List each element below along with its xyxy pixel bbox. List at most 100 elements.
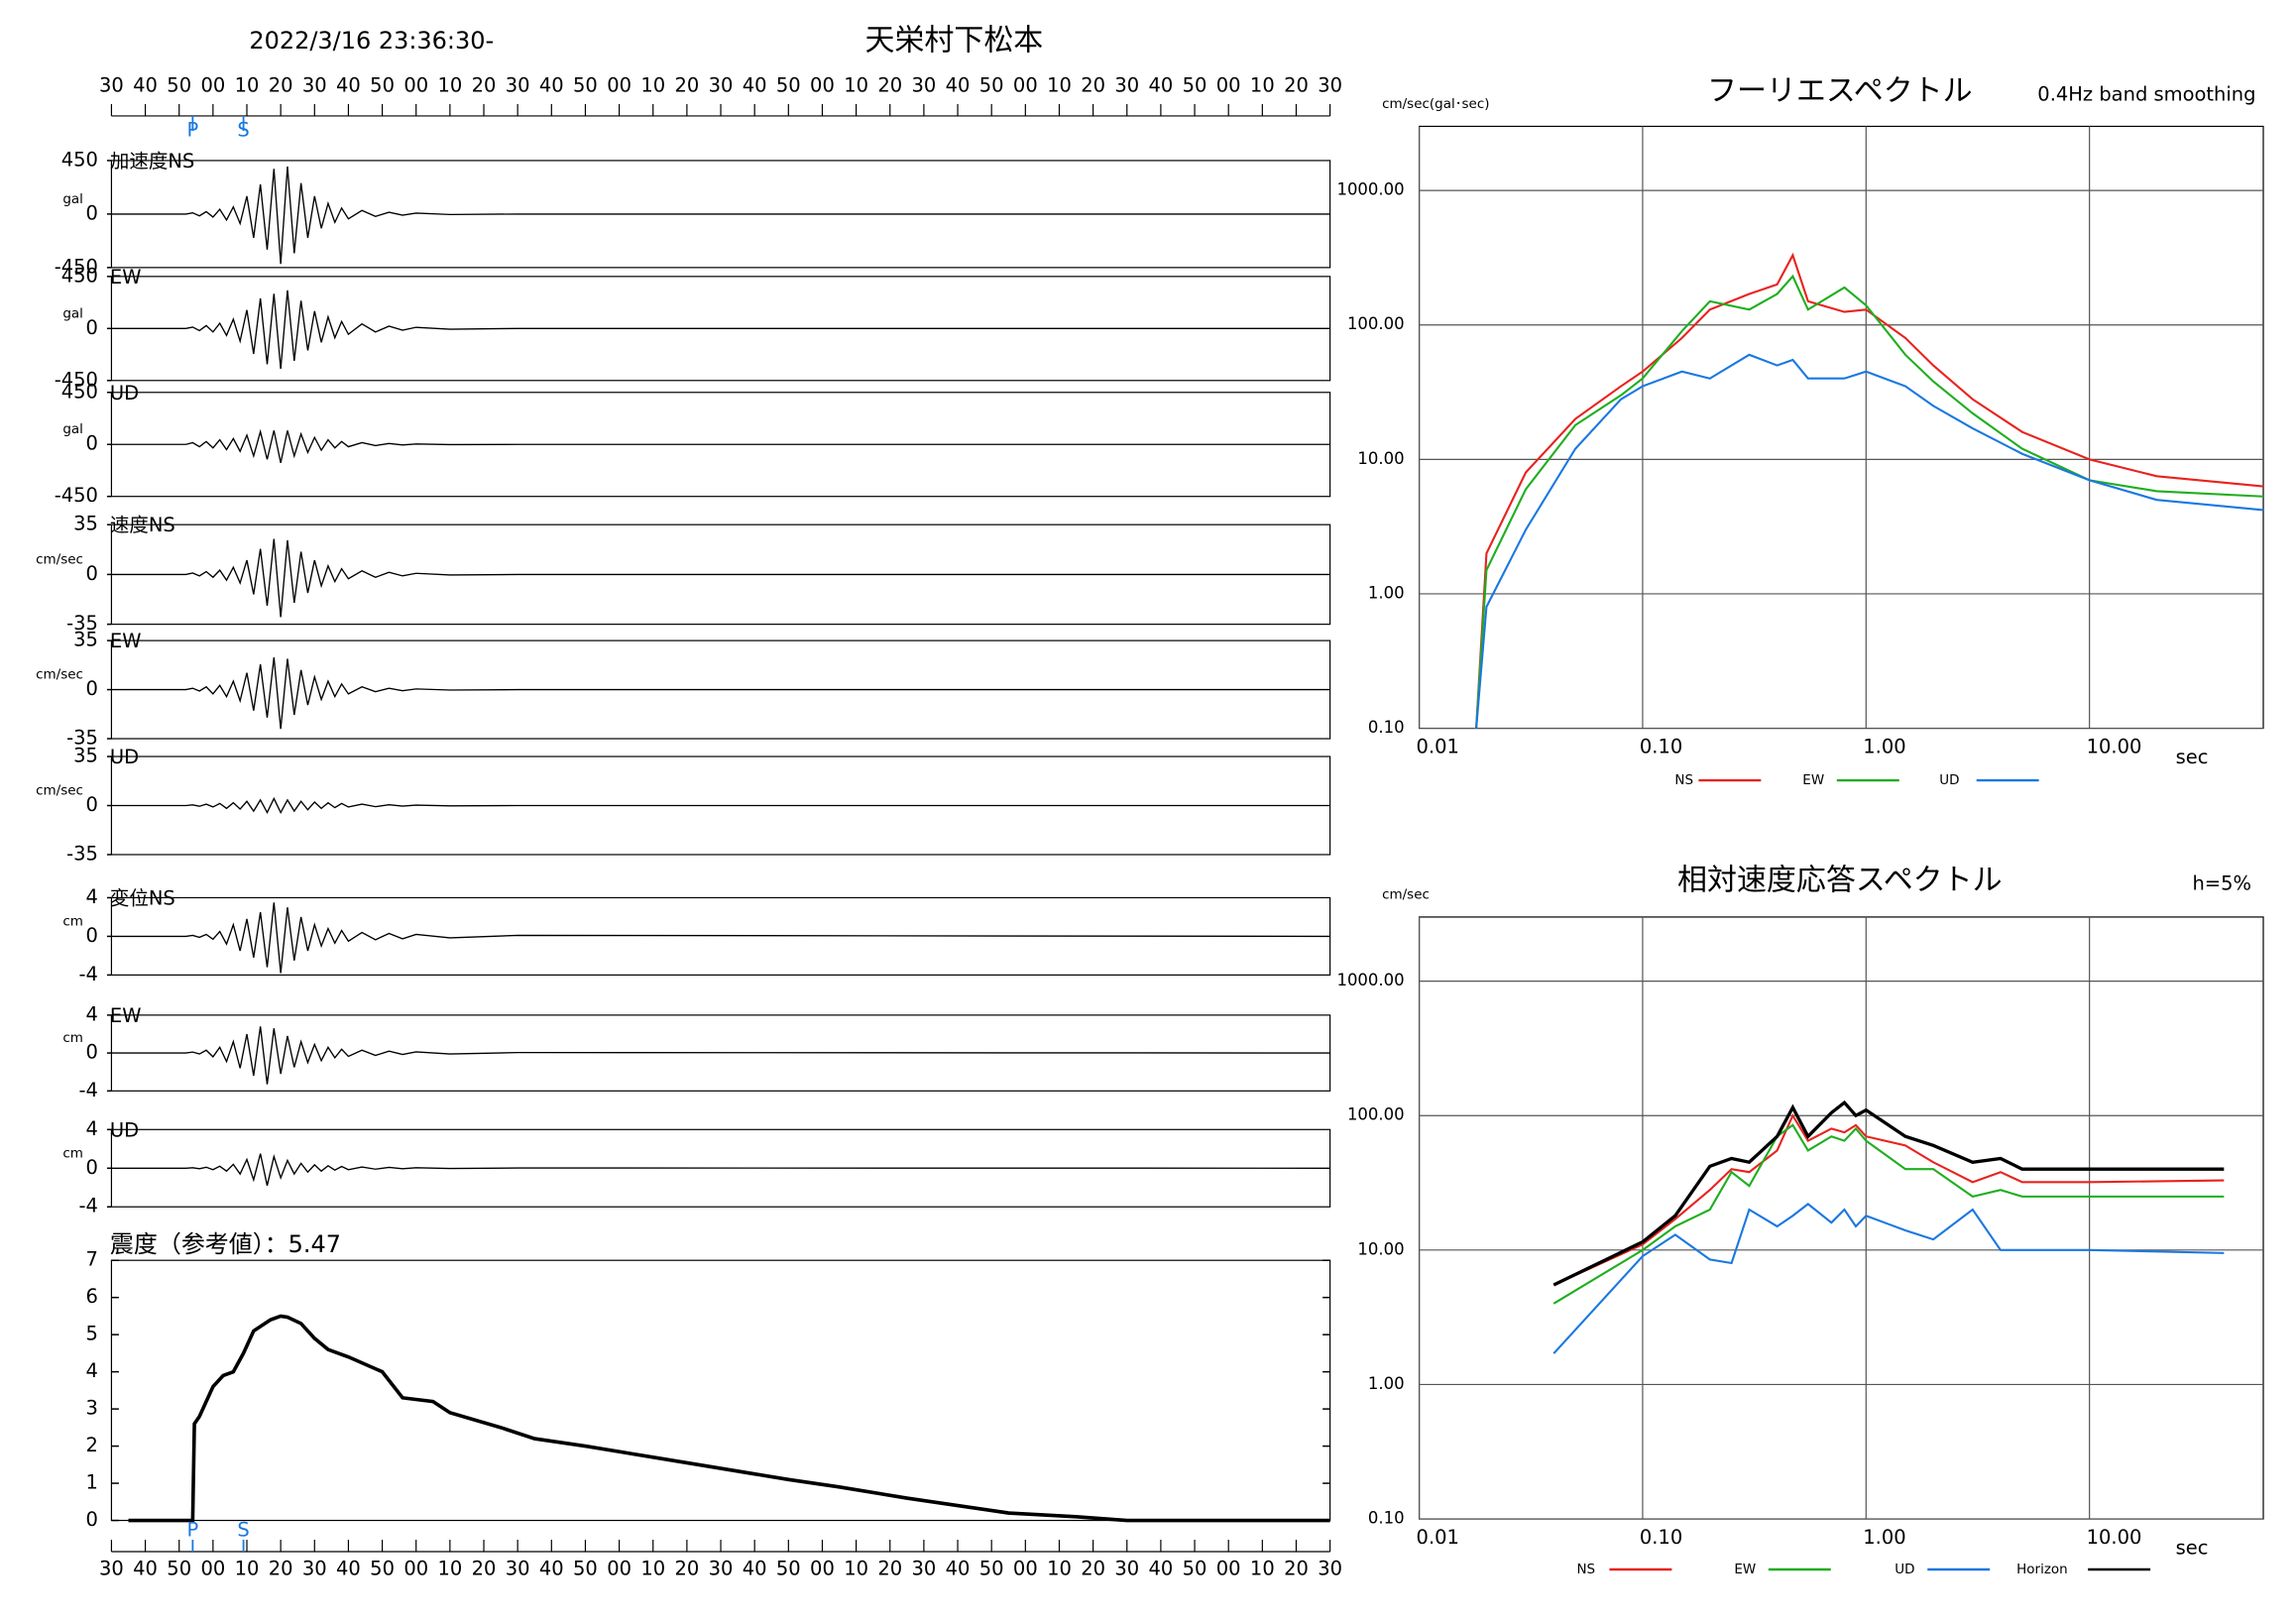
y-tick-label: 4 xyxy=(86,1359,98,1382)
x-tick-label: 20 xyxy=(1081,73,1105,96)
x-tick-label: 10 xyxy=(1047,1558,1072,1580)
x-tick-label: 20 xyxy=(674,73,699,96)
spectrum-line xyxy=(1552,1100,2225,1287)
y-tick-label: 2 xyxy=(86,1434,98,1456)
x-tick-label: 40 xyxy=(743,73,767,96)
trace-label: EW xyxy=(110,630,142,652)
trace-label: EW xyxy=(110,1004,142,1027)
x-tick-label: 40 xyxy=(1149,73,1174,96)
y-tick-label: 0 xyxy=(86,562,98,585)
x-tick-label: 50 xyxy=(370,1558,395,1580)
y-tick-label: -35 xyxy=(66,612,98,635)
spectrum-line xyxy=(1552,1203,2225,1354)
y-tick-label: 35 xyxy=(73,745,98,767)
spectrum-line xyxy=(1475,252,2264,729)
chart-title: 相対速度応答スペクトル xyxy=(1677,863,2003,897)
trace-label: UD xyxy=(110,1118,139,1141)
spectrum-line xyxy=(1552,1112,2225,1287)
unit-label: cm/sec xyxy=(36,667,83,683)
y-tick-label: -450 xyxy=(55,484,98,507)
x-tick-label: 10 xyxy=(844,73,868,96)
x-tick-label: 50 xyxy=(776,1558,801,1580)
x-tick-label: 30 xyxy=(1114,73,1139,96)
trace-label: EW xyxy=(110,266,142,289)
y-tick-label: 6 xyxy=(86,1285,98,1308)
x-tick-label: 30 xyxy=(302,1558,327,1580)
y-tick-label: 1000.00 xyxy=(1336,971,1404,989)
waveform-trace xyxy=(111,428,1330,464)
y-tick-label: 0 xyxy=(86,1508,98,1531)
chart-subtitle: h=5% xyxy=(2192,871,2251,894)
x-tick-label: 10 xyxy=(1250,1558,1275,1580)
waveform-trace xyxy=(111,1026,1330,1085)
waveform-trace xyxy=(111,796,1330,815)
phase-label: P xyxy=(186,118,198,141)
x-tick-label: 30 xyxy=(1318,73,1342,96)
x-tick-label: 20 xyxy=(472,73,497,96)
unit-label: gal xyxy=(62,305,83,321)
x-tick-label: 50 xyxy=(1183,73,1207,96)
x-tick-label: 30 xyxy=(506,1558,530,1580)
spectrum-line xyxy=(1552,1123,2225,1305)
x-axis-label: sec xyxy=(2176,1537,2209,1560)
x-tick-label: 10 xyxy=(1250,73,1275,96)
x-tick-label: 40 xyxy=(539,73,564,96)
y-tick-label: 4 xyxy=(86,1002,98,1025)
x-tick-label: 30 xyxy=(1318,1558,1342,1580)
y-tick-label: 0 xyxy=(86,1041,98,1064)
x-tick-label: 10 xyxy=(1047,73,1072,96)
chart-subtitle: 0.4Hz band smoothing xyxy=(2037,82,2255,105)
y-tick-label: -4 xyxy=(79,1079,98,1101)
x-tick-label: 30 xyxy=(709,73,734,96)
phase-label: S xyxy=(237,1519,249,1542)
unit-label: cm/sec xyxy=(36,783,83,799)
x-tick-label: 00 xyxy=(810,1558,835,1580)
x-tick-label: 1.00 xyxy=(1863,736,1905,758)
x-tick-label: 30 xyxy=(506,73,530,96)
x-tick-label: 20 xyxy=(1284,73,1309,96)
x-tick-label: 10 xyxy=(437,1558,462,1580)
legend-label: NS xyxy=(1576,1562,1595,1577)
x-tick-label: 30 xyxy=(709,1558,734,1580)
x-tick-label: 40 xyxy=(539,1558,564,1580)
y-tick-label: -450 xyxy=(55,255,98,278)
x-tick-label: 20 xyxy=(269,1558,293,1580)
x-tick-label: 10 xyxy=(437,73,462,96)
x-tick-label: 10 xyxy=(844,1558,868,1580)
y-tick-label: 1 xyxy=(86,1471,98,1494)
waveform-trace xyxy=(111,902,1330,974)
y-tick-label: 100.00 xyxy=(1347,1105,1405,1124)
panel-frame xyxy=(110,1259,1331,1522)
x-tick-label: 40 xyxy=(946,73,971,96)
x-tick-label: 30 xyxy=(912,73,937,96)
unit-label: gal xyxy=(62,421,83,437)
x-tick-label: 50 xyxy=(979,1558,1004,1580)
x-tick-label: 30 xyxy=(1114,1558,1139,1580)
y-tick-label: 10.00 xyxy=(1357,1239,1404,1258)
x-tick-label: 40 xyxy=(336,73,361,96)
x-tick-label: 50 xyxy=(1183,1558,1207,1580)
x-tick-label: 10.00 xyxy=(2087,1526,2142,1549)
x-tick-label: 1.00 xyxy=(1863,1526,1905,1549)
y-tick-label: -35 xyxy=(66,842,98,865)
x-tick-label: 00 xyxy=(1013,1558,1038,1580)
y-tick-label: 35 xyxy=(73,629,98,651)
y-tick-label: 0 xyxy=(86,201,98,224)
x-tick-label: 40 xyxy=(133,1558,158,1580)
x-tick-label: 30 xyxy=(99,1558,124,1580)
unit-label: cm xyxy=(62,913,83,929)
y-tick-label: -4 xyxy=(79,1195,98,1217)
y-tick-label: 0.10 xyxy=(1368,1509,1405,1528)
y-tick-label: 1.00 xyxy=(1368,1374,1405,1393)
station: 天栄村下松本 xyxy=(864,24,1043,58)
unit-label: gal xyxy=(62,191,83,207)
x-tick-label: 30 xyxy=(912,1558,937,1580)
legend-label: EW xyxy=(1734,1562,1756,1577)
x-tick-label: 0.01 xyxy=(1417,1526,1459,1549)
x-tick-label: 10 xyxy=(640,1558,665,1580)
spectrum-line xyxy=(1475,274,2264,729)
x-tick-label: 40 xyxy=(336,1558,361,1580)
unit-label: cm xyxy=(62,1030,83,1046)
y-tick-label: 0 xyxy=(86,432,98,455)
